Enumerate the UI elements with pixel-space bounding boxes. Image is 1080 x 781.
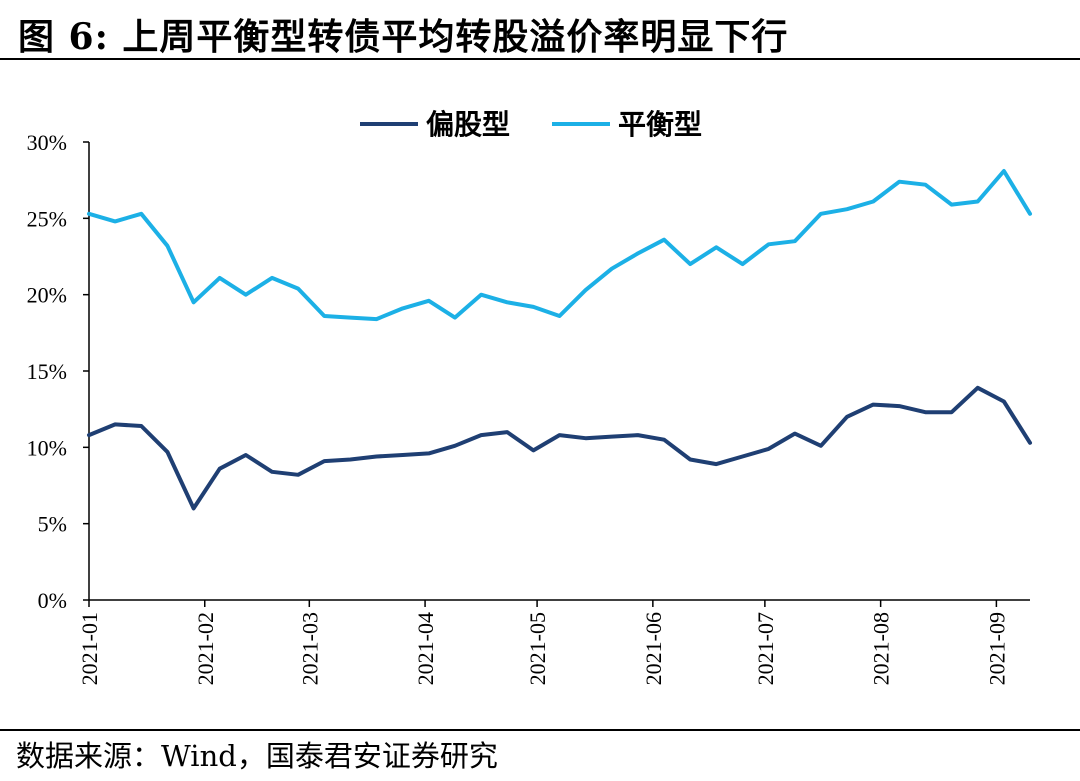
x-tick-label: 2021-07 xyxy=(753,612,778,685)
x-tick-label: 2021-03 xyxy=(297,612,322,685)
x-axis: 2021-01 2021-02 2021-03 2021-04 2021-05 2021-… xyxy=(77,599,1030,685)
legend-label-2: 平衡型 xyxy=(618,109,702,141)
x-tick-label: 2021-06 xyxy=(641,612,666,685)
x-tick-label: 2021-05 xyxy=(525,612,550,685)
series-line-1 xyxy=(87,385,1032,511)
figure-title: 图 6: 上周平衡型转债平均转股溢价率明显下行 xyxy=(18,16,789,58)
legend: 偏股型 平衡型 xyxy=(360,109,702,141)
y-tick-label: 25% xyxy=(27,206,67,231)
bottom-rule xyxy=(0,729,1080,731)
legend-label-1: 偏股型 xyxy=(426,109,510,141)
x-tick-label: 2021-01 xyxy=(77,612,102,685)
data-source-note: 数据来源：Wind，国泰君安证券研究 xyxy=(16,739,498,773)
top-rule xyxy=(0,58,1080,60)
series-line-2 xyxy=(87,169,1032,322)
y-tick-label: 10% xyxy=(27,435,67,460)
y-axis: 0% 5% 10% 15% 20% 25% 30% xyxy=(27,130,90,613)
x-tick-label: 2021-08 xyxy=(869,612,894,685)
y-tick-label: 30% xyxy=(27,130,67,155)
y-tick-label: 15% xyxy=(27,359,67,384)
y-tick-label: 0% xyxy=(38,588,67,613)
series-layer xyxy=(87,169,1032,511)
x-tick-label: 2021-04 xyxy=(413,612,438,685)
line-chart: 偏股型 平衡型 0%5%10%15%20%25%30% 2021-01 2021-0… xyxy=(27,109,1032,685)
y-tick-label: 20% xyxy=(27,283,67,308)
y-tick-label: 5% xyxy=(38,512,67,537)
x-tick-label: 2021-02 xyxy=(193,612,218,685)
x-tick-label: 2021-09 xyxy=(984,612,1009,685)
